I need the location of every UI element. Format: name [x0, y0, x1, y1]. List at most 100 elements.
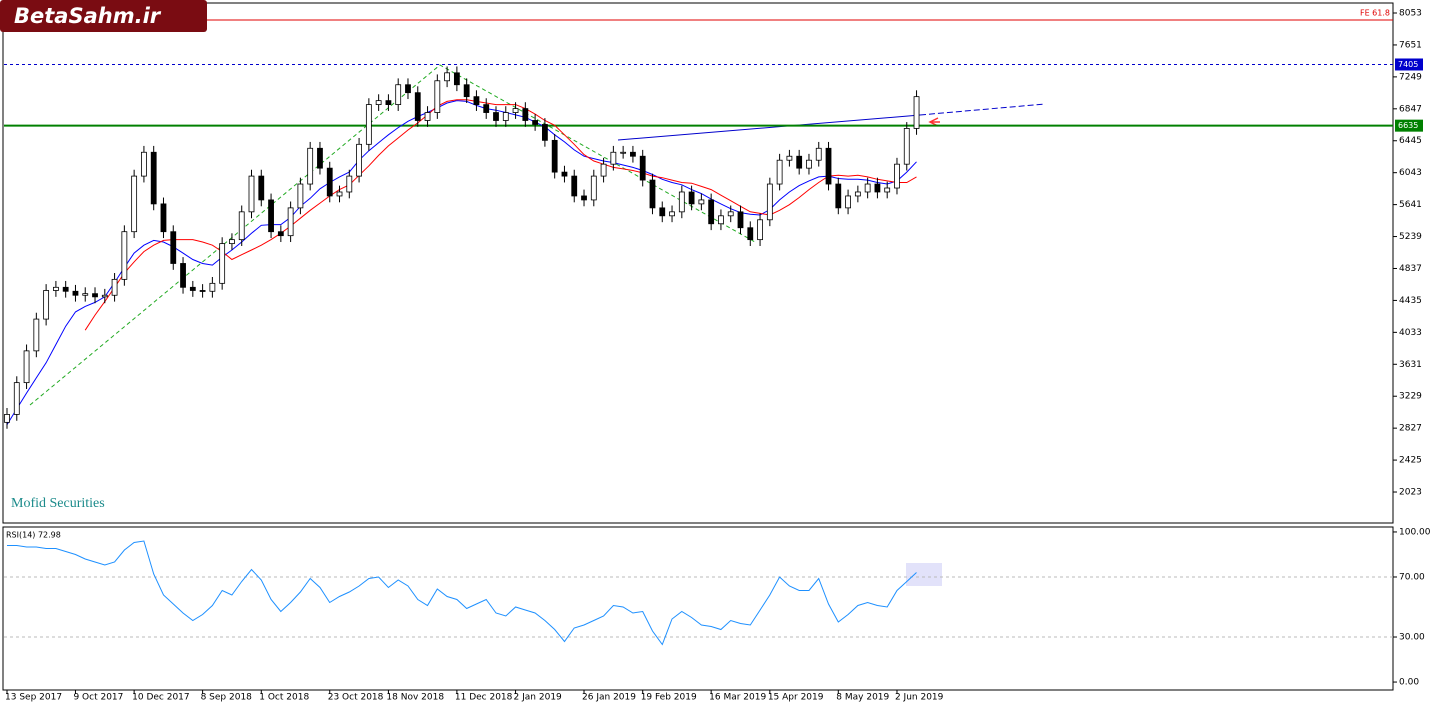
logo-box [0, 0, 207, 32]
candle-body [610, 151, 617, 165]
candle-body [453, 72, 460, 86]
candle-body [581, 195, 587, 201]
candle-body [13, 382, 20, 415]
y-tick-label: 30.00 [1399, 633, 1425, 643]
candle-body [92, 293, 98, 298]
candle-body [894, 163, 900, 189]
candle-body [248, 175, 255, 213]
candle-body [258, 175, 265, 201]
candle-body [757, 219, 763, 241]
x-tick-label: 19 Feb 2019 [641, 693, 697, 703]
candle-body [131, 175, 138, 233]
rsi-panel [2, 526, 1394, 691]
y-tick-label: 100.00 [1399, 527, 1431, 537]
y-tick-label: 6847 [1399, 104, 1422, 114]
watermark: Mofid Securities [11, 496, 105, 511]
candle-body [678, 191, 685, 213]
candle-body [766, 183, 773, 221]
level-name: FE 61.8 [1360, 8, 1390, 17]
price-tag-label: 7405 [1398, 60, 1418, 69]
neckline [617, 114, 921, 141]
main-panel [2, 2, 1394, 524]
candle-body [639, 155, 646, 181]
candle-body [317, 147, 323, 169]
y-tick-label: 7651 [1399, 40, 1422, 50]
candle-body [434, 80, 441, 113]
candle-body [72, 290, 79, 296]
x-tick-label: 15 Apr 2019 [768, 693, 824, 703]
candle-body [101, 294, 108, 298]
price-tag [1395, 119, 1423, 132]
y-tick-label: 0.00 [1399, 678, 1419, 688]
candle-body [209, 282, 216, 292]
y-tick-label: 6445 [1399, 136, 1422, 146]
candle-body [405, 84, 411, 94]
candle-body [590, 175, 597, 201]
x-tick-label: 9 Oct 2017 [73, 693, 123, 703]
candle-body [336, 191, 343, 197]
x-tick-label: 8 Sep 2018 [201, 693, 253, 703]
price-tag-label: 6635 [1398, 121, 1418, 130]
candle-body [698, 199, 705, 205]
candle-body [414, 92, 421, 121]
candle-body [287, 207, 294, 237]
candle-body [444, 72, 451, 82]
candle-body [649, 179, 656, 209]
x-tick-label: 26 Jan 2019 [582, 693, 636, 703]
y-tick-label: 5239 [1399, 232, 1422, 242]
candle-body [385, 100, 392, 106]
candle-body [23, 350, 30, 384]
candle-body [718, 215, 724, 225]
candle-body [268, 199, 274, 233]
price-tag [1395, 58, 1423, 71]
y-tick-label: 4837 [1399, 264, 1422, 274]
candle-body [229, 239, 235, 245]
candle-body [53, 286, 59, 291]
y-tick-label: 3631 [1399, 360, 1422, 370]
panel-title: RSI(14) 72.98 [6, 531, 61, 540]
candle-body [219, 243, 226, 284]
candle-body [82, 293, 89, 296]
x-tick-label: 23 Oct 2018 [328, 693, 384, 703]
x-tick-label: 2 Jan 2019 [514, 693, 562, 703]
x-tick-label: 16 Mar 2019 [709, 693, 766, 703]
candle-body [395, 84, 402, 106]
candle-body [825, 147, 832, 185]
candle-body [571, 175, 578, 197]
candle-body [620, 151, 627, 154]
candle-body [786, 155, 793, 161]
highlight-box [906, 563, 942, 586]
candle-body [277, 231, 284, 237]
rsi-line [7, 540, 917, 646]
candle-body [326, 167, 333, 197]
y-tick-label: 2827 [1399, 424, 1422, 434]
candle-body [542, 124, 548, 141]
y-tick-label: 3229 [1399, 392, 1422, 402]
candle-body [365, 104, 372, 145]
candle-body [600, 163, 607, 177]
candle-body [776, 159, 783, 185]
y-tick-label: 7249 [1399, 72, 1422, 82]
candle-body [150, 151, 157, 205]
candle-body [346, 175, 353, 193]
logo: BetaSahm.ir [14, 4, 162, 28]
candle-body [199, 290, 206, 292]
candle-body [688, 191, 695, 205]
candle-body [180, 263, 186, 288]
candle-body [796, 155, 803, 169]
candle-body [806, 159, 812, 169]
candle-body [708, 199, 715, 225]
candle-body [297, 183, 304, 209]
y-tick-label: 4033 [1399, 328, 1422, 338]
candle-body [884, 187, 891, 193]
candle-body [4, 414, 10, 423]
candle-body [854, 191, 861, 197]
candle-body [532, 120, 539, 125]
candle-body [835, 183, 842, 209]
x-tick-label: 1 Oct 2018 [259, 693, 309, 703]
candle-body [170, 231, 177, 264]
y-tick-label: 2425 [1399, 456, 1422, 466]
candle-body [727, 211, 734, 217]
